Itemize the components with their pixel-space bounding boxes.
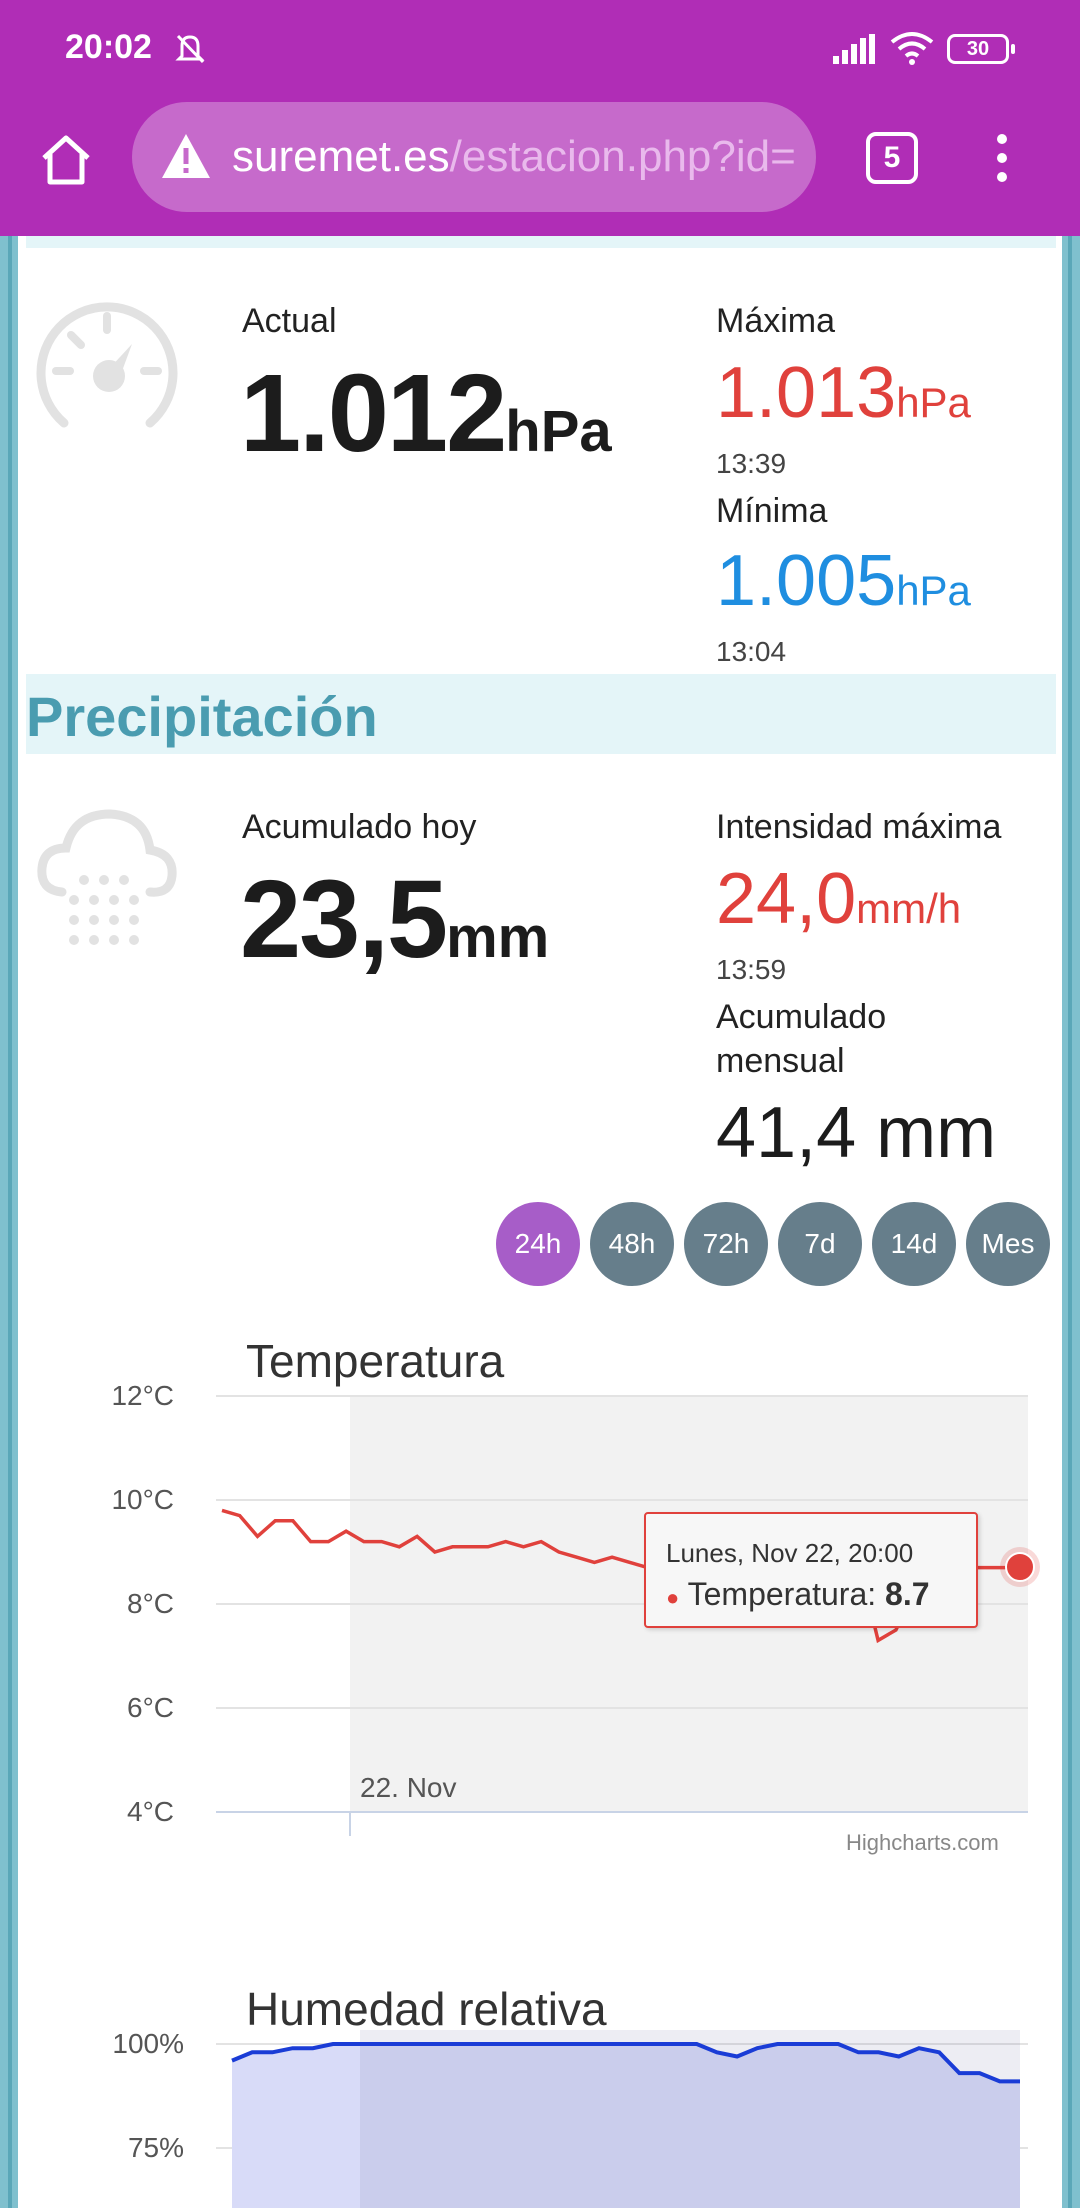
pressure-current-label: Actual — [242, 302, 337, 340]
range-button-14d[interactable]: 14d — [872, 1202, 956, 1286]
temp-ytick-10: 10°C — [111, 1484, 174, 1515]
range-button-72h[interactable]: 72h — [684, 1202, 768, 1286]
tab-switcher-button[interactable]: 5 — [866, 132, 918, 184]
temp-ytick-12: 12°C — [111, 1380, 174, 1411]
pressure-max-label: Máxima — [716, 302, 836, 340]
precipitation-header: Precipitación — [26, 674, 1056, 754]
chart-tooltip: Lunes, Nov 22, 20:00 ● Temperatura: 8.7 — [644, 1512, 978, 1628]
pressure-current-unit: hPa — [505, 399, 612, 464]
precip-today-number: 23,5 — [240, 858, 448, 981]
pressure-min-value: 1.005hPa — [716, 540, 971, 622]
tooltip-header: Lunes, Nov 22, 20:00 — [666, 1538, 914, 1568]
tooltip-series-name: Temperatura: — [687, 1576, 877, 1612]
hum-ytick-100: 100% — [112, 2028, 184, 2059]
url-text[interactable]: suremet.es/estacion.php?id= — [232, 132, 802, 182]
pressure-current-number: 1.012 — [240, 352, 507, 475]
range-button-mes[interactable]: Mes — [966, 1202, 1050, 1286]
temperature-chart-title: Temperatura — [246, 1335, 505, 1387]
page-frame-right — [1062, 236, 1080, 2208]
browser-toolbar: suremet.es/estacion.php?id= 5 — [0, 100, 1080, 236]
temperature-series-line[interactable] — [221, 1508, 1020, 1644]
pressure-min-label: Mínima — [716, 492, 828, 530]
range-button-7d[interactable]: 7d — [778, 1202, 862, 1286]
humidity-chart[interactable] — [0, 2030, 1080, 2208]
gauge-icon — [36, 302, 178, 428]
precip-monthly-label-1: Acumulado — [716, 998, 887, 1036]
precip-monthly-value: 41,4 mm — [716, 1093, 997, 1173]
signal-icon — [833, 34, 875, 64]
precip-max-intensity-unit: mm/h — [856, 885, 962, 932]
series-dot-icon: ● — [666, 1585, 680, 1610]
section-title: Precipitación — [26, 685, 378, 748]
temp-ytick-4: 4°C — [127, 1796, 174, 1827]
humidity-chart-title: Humedad relativa — [246, 1983, 607, 2035]
precip-max-intensity-label: Intensidad máxima — [716, 808, 1002, 846]
highcharts-credits[interactable]: Highcharts.com — [846, 1830, 999, 1855]
pressure-current-value: 1.012hPa — [240, 350, 612, 477]
pressure-max-number: 1.013 — [716, 353, 897, 433]
page-frame-left — [0, 236, 18, 2208]
status-bar: 20:02 30 — [0, 0, 1080, 100]
pressure-min-number: 1.005 — [716, 541, 897, 621]
precip-monthly-label-2: mensual — [716, 1042, 845, 1080]
home-icon[interactable] — [36, 130, 96, 190]
wifi-icon — [890, 32, 934, 65]
humidity-area — [232, 2044, 1020, 2208]
pressure-min-time: 13:04 — [716, 636, 787, 667]
temp-ytick-6: 6°C — [127, 1692, 174, 1723]
status-time: 20:02 — [65, 28, 152, 66]
precip-today-value: 23,5mm — [240, 856, 549, 983]
hover-point[interactable] — [1005, 1552, 1035, 1582]
precip-today-unit: mm — [446, 905, 550, 970]
humidity-series-line[interactable] — [231, 2042, 1020, 2084]
warning-icon[interactable] — [160, 132, 212, 180]
night-band — [360, 2030, 1020, 2208]
range-button-48h[interactable]: 48h — [590, 1202, 674, 1286]
precip-max-intensity-value: 24,0mm/h — [716, 858, 961, 940]
bell-muted-icon — [175, 34, 205, 64]
pressure-max-unit: hPa — [896, 379, 971, 426]
pressure-max-value: 1.013hPa — [716, 352, 971, 434]
hum-ytick-75: 75% — [127, 2132, 184, 2163]
precip-max-intensity-time: 13:59 — [716, 954, 787, 985]
url-path: /estacion.php?id= — [449, 132, 796, 181]
temp-xtick-date: 22. Nov — [360, 1772, 457, 1803]
pressure-min-unit: hPa — [896, 567, 971, 614]
battery-icon: 30 — [947, 34, 1015, 64]
section-band-top — [26, 236, 1056, 248]
rain-cloud-icon — [37, 809, 177, 945]
temp-ytick-8: 8°C — [127, 1588, 174, 1619]
address-bar[interactable]: suremet.es/estacion.php?id= — [132, 102, 816, 212]
tooltip-value: 8.7 — [885, 1576, 930, 1612]
overflow-menu-icon[interactable] — [994, 134, 1010, 184]
precip-today-label: Acumulado hoy — [242, 808, 477, 846]
pressure-max-time: 13:39 — [716, 448, 787, 479]
range-button-24h[interactable]: 24h — [496, 1202, 580, 1286]
url-host: suremet.es — [232, 132, 450, 181]
tooltip-row: ● Temperatura: 8.7 — [666, 1576, 930, 1613]
precip-max-intensity-number: 24,0 — [716, 859, 857, 939]
